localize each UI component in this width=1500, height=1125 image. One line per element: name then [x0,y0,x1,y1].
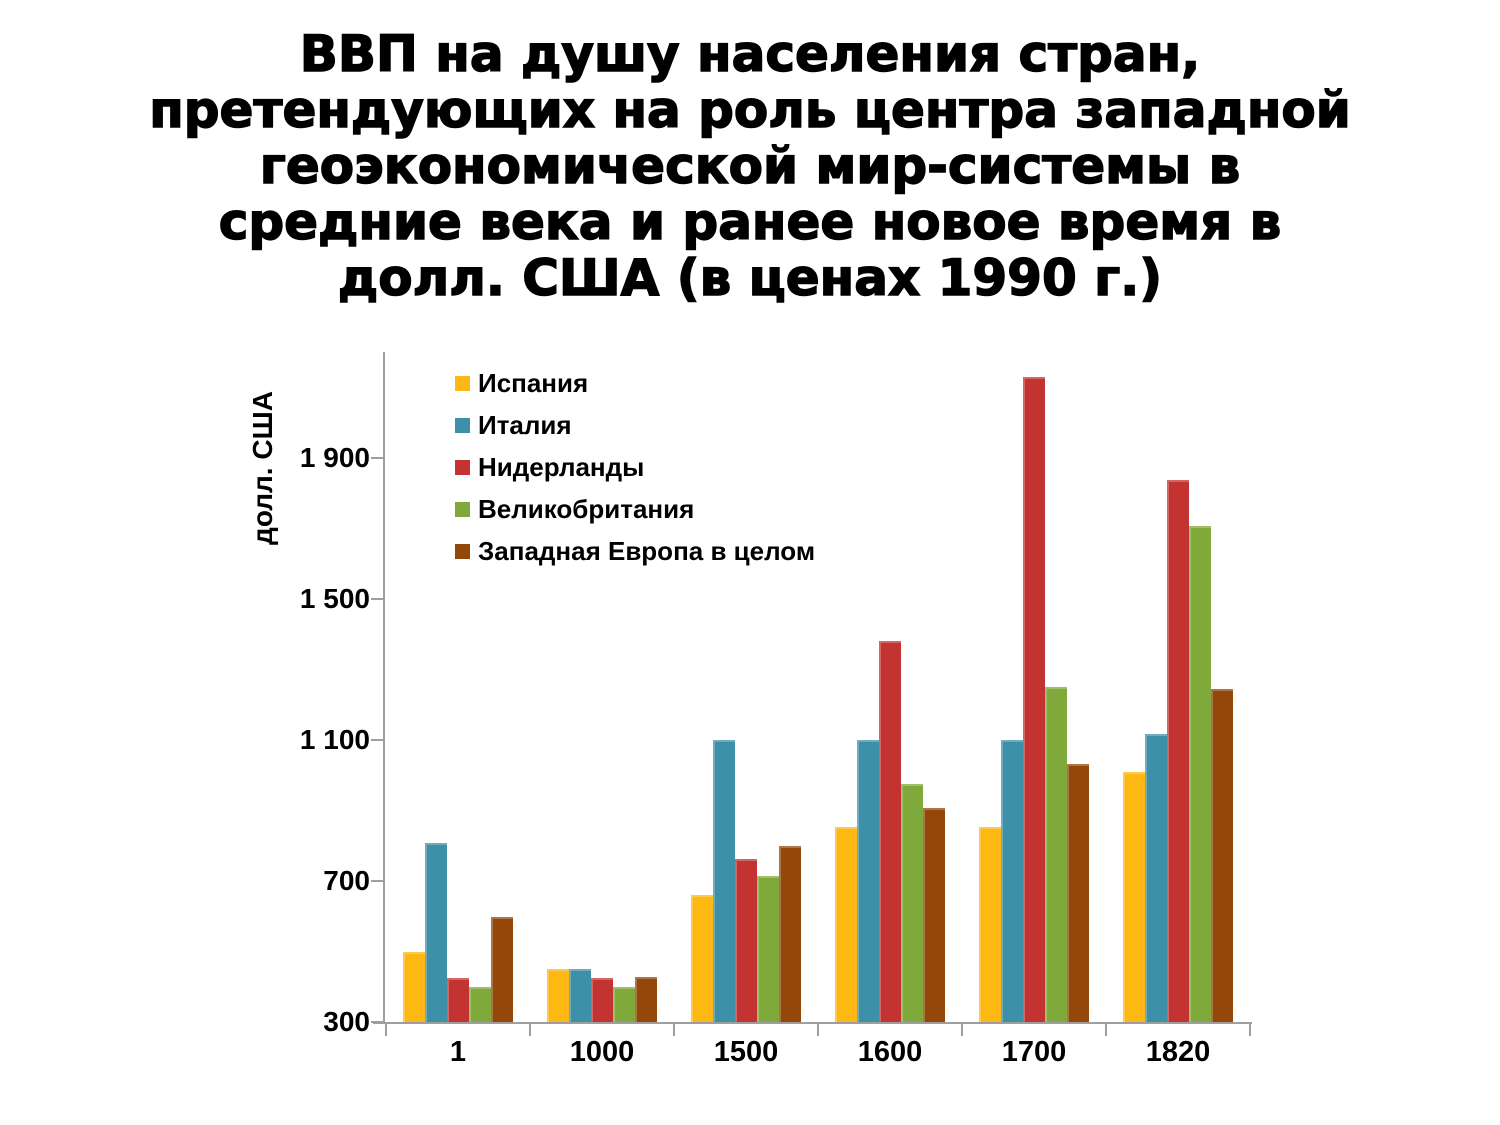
y-axis-tick [371,738,383,741]
y-tick-label: 700 [323,864,370,896]
x-axis-line [373,1022,1252,1024]
legend-swatch-icon [455,459,470,475]
bar [779,846,801,1022]
bar [1167,479,1189,1022]
x-axis-tick [385,1022,387,1036]
x-axis-tick [673,1022,675,1036]
x-axis-tick [961,1022,963,1036]
y-tick-label: 300 [323,1006,370,1037]
bar [1023,376,1045,1022]
legend: Испания Италия Нидерланды Великобритания Зап… [455,362,815,572]
y-axis-tick [371,456,383,459]
bar [1145,733,1167,1022]
y-tick-label: 1 100 [299,723,370,755]
bar [569,969,591,1022]
bar [469,986,491,1022]
legend-item: Нидерланды [455,446,815,488]
legend-swatch-icon [455,501,470,517]
legend-item: Испания [455,362,815,404]
legend-swatch-icon [455,417,470,433]
bar [901,784,923,1022]
x-axis-tick [529,1022,531,1036]
title-line: ВВП на душу населения стран, [299,25,1201,83]
bar [547,969,569,1022]
title-line: геоэкономической мир-системы в [259,137,1241,195]
legend-label: Нидерланды [478,451,645,482]
title-line: долл. США (в ценах 1990 г.) [337,249,1163,307]
bar [735,859,757,1022]
bar [1001,739,1023,1022]
bar [1045,687,1067,1022]
bar [403,952,425,1022]
bar [979,826,1001,1022]
bar [757,876,779,1022]
x-tick-label: 1820 [1145,1036,1211,1068]
chart-title: ВВП на душу населения стран, претендующи… [0,25,1500,307]
bar [713,739,735,1022]
legend-label: Италия [478,409,572,440]
legend-item: Западная Европа в целом [455,530,815,572]
bar [635,977,657,1022]
x-tick-label: 1700 [1001,1036,1067,1068]
bar [1067,763,1089,1022]
y-axis-line [383,352,385,1022]
legend-swatch-icon [455,543,470,559]
legend-label: Западная Европа в целом [478,535,816,566]
x-tick-label: 1 [449,1036,467,1068]
bar [923,807,945,1022]
y-tick-label: 1 900 [299,441,370,473]
legend-item: Италия [455,404,815,446]
bar [1211,689,1233,1022]
bar [879,640,901,1022]
x-axis-tick [1249,1022,1251,1036]
x-tick-label: 1500 [713,1036,779,1068]
bar [613,986,635,1022]
bar [591,977,613,1022]
bar [491,916,513,1022]
y-axis-tick [371,1021,383,1023]
x-axis-tick [1105,1022,1107,1036]
bar [1123,772,1145,1022]
y-axis-tick [371,879,383,882]
bar [857,739,879,1022]
bar [835,826,857,1022]
title-line: средние века и ранее новое время в [218,193,1282,251]
y-tick-label: 1 500 [299,582,370,614]
bar [447,977,469,1022]
x-axis-tick [817,1022,819,1036]
y-axis-tick [371,597,383,600]
legend-item: Великобритания [455,488,815,530]
bar [425,842,447,1022]
bar [691,894,713,1022]
legend-label: Испания [478,367,589,398]
legend-label: Великобритания [478,493,695,524]
legend-swatch-icon [455,375,470,391]
x-tick-label: 1000 [569,1036,635,1068]
title-line: претендующих на роль центра западной [148,81,1351,139]
bar [1189,526,1211,1022]
x-tick-label: 1600 [857,1036,923,1068]
